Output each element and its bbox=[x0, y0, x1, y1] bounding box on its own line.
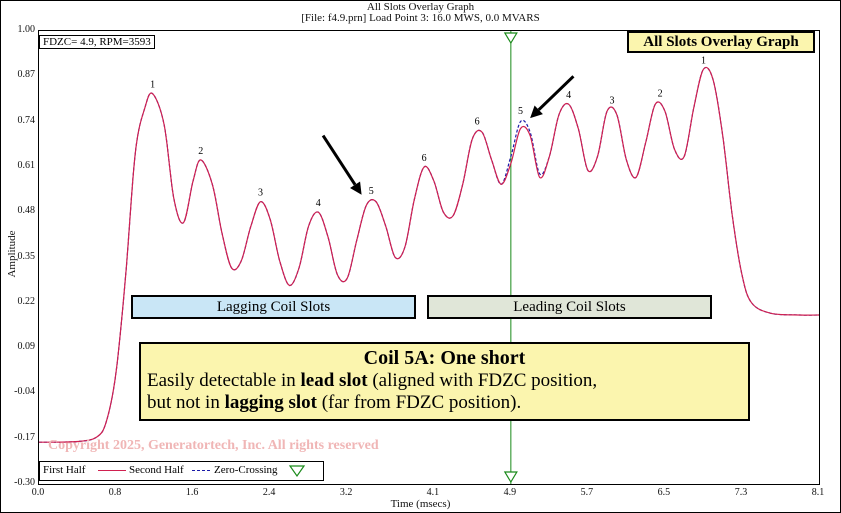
y-tick-label: 1.00 bbox=[17, 24, 36, 35]
callout-text: Easily detectable in bbox=[147, 370, 301, 391]
x-tick-label: 0.8 bbox=[108, 487, 122, 498]
x-tick-label: 0.0 bbox=[31, 487, 45, 498]
legend-zero-crossing: Zero-Crossing bbox=[214, 464, 278, 476]
x-tick-label: 5.7 bbox=[580, 487, 594, 498]
callout-line-1: Easily detectable in lead slot (aligned … bbox=[147, 370, 742, 392]
legend-second-half: Second Half bbox=[129, 464, 184, 476]
coil-callout-box: Coil 5A: One short Easily detectable in … bbox=[139, 342, 750, 421]
peak-label: 6 bbox=[475, 116, 480, 127]
callout-text: (far from FDZC position). bbox=[316, 392, 522, 413]
x-tick-label: 6.5 bbox=[657, 487, 671, 498]
x-tick-label: 1.6 bbox=[185, 487, 199, 498]
zero-crossing-marker-bottom bbox=[503, 471, 518, 484]
annotation-arrow-shaft bbox=[321, 134, 357, 186]
y-tick-label: -0.30 bbox=[14, 477, 35, 488]
annotation-arrow-head bbox=[350, 181, 362, 195]
peak-label: 4 bbox=[566, 90, 571, 101]
callout-text: but not in bbox=[147, 392, 225, 413]
y-tick-label: -0.17 bbox=[14, 431, 35, 443]
peak-label: 5 bbox=[518, 106, 523, 117]
chart-legend: First Half Second Half Zero-Crossing bbox=[39, 461, 324, 481]
callout-emphasis-lagging: lagging slot bbox=[224, 392, 317, 413]
y-tick-label: 0.61 bbox=[17, 159, 36, 171]
legend-triangle-icon bbox=[288, 465, 306, 478]
copyright-watermark: Copyright 2025, Generatortech, Inc. All … bbox=[48, 438, 379, 453]
chart-subtitle: [File: f4.9.prn] Load Point 3: 16.0 MWS,… bbox=[301, 12, 540, 24]
chart-title: All Slots Overlay Graph bbox=[366, 1, 475, 13]
callout-emphasis-lead: lead slot bbox=[300, 370, 368, 391]
y-tick-label: 0.22 bbox=[17, 295, 36, 307]
x-tick-label: 7.3 bbox=[734, 487, 748, 498]
x-tick-label: 4.9 bbox=[503, 487, 517, 498]
series-second-half bbox=[39, 66, 819, 443]
y-tick-label: 0.87 bbox=[17, 69, 36, 81]
zero-crossing-marker-top bbox=[503, 32, 518, 45]
y-tick-label: 0.74 bbox=[17, 114, 36, 126]
y-axis-label: Amplitude bbox=[6, 230, 18, 278]
x-tick-label: 3.2 bbox=[339, 487, 353, 498]
annotation-arrow-head bbox=[530, 105, 543, 119]
legend-zero-crossing-swatch bbox=[192, 470, 210, 471]
fdzc-info-box: FDZC= 4.9, RPM=3593 bbox=[39, 35, 155, 49]
peak-label: 3 bbox=[609, 95, 614, 106]
x-tick-label: 2.4 bbox=[262, 487, 276, 498]
leading-coil-slots-label: Leading Coil Slots bbox=[427, 295, 712, 319]
callout-line-2: but not in lagging slot (far from FDZC p… bbox=[147, 392, 742, 414]
annotation-arrow-shaft bbox=[537, 75, 575, 111]
y-tick-label: 0.09 bbox=[17, 341, 36, 353]
peak-label: 4 bbox=[316, 198, 321, 209]
lagging-coil-slots-label: Lagging Coil Slots bbox=[131, 295, 416, 319]
peak-label: 3 bbox=[258, 188, 263, 199]
x-axis-label: Time (msecs) bbox=[390, 498, 451, 510]
legend-first-half: First Half bbox=[43, 464, 86, 476]
peak-label: 2 bbox=[658, 88, 663, 99]
x-tick-label: 8.1 bbox=[811, 487, 825, 498]
graph-title-badge: All Slots Overlay Graph bbox=[627, 31, 815, 53]
peak-label: 1 bbox=[150, 80, 155, 91]
callout-body: Easily detectable in lead slot (aligned … bbox=[147, 370, 742, 414]
peak-label: 2 bbox=[198, 146, 203, 157]
legend-second-half-swatch bbox=[98, 470, 126, 471]
y-tick-label: 0.35 bbox=[17, 250, 36, 262]
y-tick-label: 0.48 bbox=[17, 205, 36, 217]
callout-text: (aligned with FDZC position, bbox=[367, 370, 598, 391]
x-tick-label: 4.1 bbox=[426, 487, 440, 498]
y-tick-label: -0.04 bbox=[14, 386, 35, 398]
peak-label: 6 bbox=[422, 153, 427, 164]
peak-label: 1 bbox=[701, 55, 706, 66]
callout-title: Coil 5A: One short bbox=[363, 347, 526, 369]
peak-label: 5 bbox=[369, 186, 374, 197]
